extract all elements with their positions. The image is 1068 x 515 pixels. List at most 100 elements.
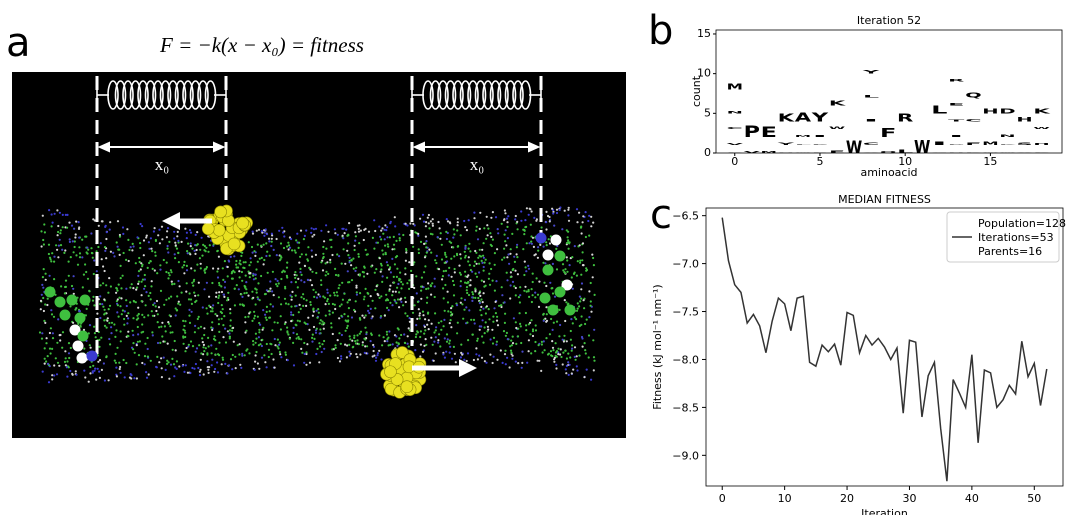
particle [244, 261, 247, 264]
particle [380, 358, 383, 361]
particle [47, 252, 51, 256]
particle [418, 312, 421, 315]
particle [543, 349, 546, 352]
particle [149, 260, 152, 263]
particle [68, 238, 71, 241]
particle [121, 309, 124, 312]
particle [519, 286, 522, 289]
particle [485, 361, 488, 364]
atom [214, 205, 227, 219]
particle [478, 325, 481, 328]
particle [203, 327, 206, 330]
particle [137, 280, 140, 283]
particle [255, 229, 258, 232]
particle [520, 210, 523, 213]
particle [56, 361, 60, 364]
particle [331, 311, 334, 314]
particle [487, 227, 490, 230]
particle [217, 296, 220, 299]
particle [48, 274, 51, 277]
logo-letter: P [744, 123, 760, 141]
logo-letter: S [1016, 141, 1032, 146]
particle [593, 359, 596, 362]
particle [474, 290, 477, 293]
particle [185, 237, 188, 240]
particle [127, 330, 130, 333]
particle [232, 269, 235, 272]
spring-coil [137, 80, 149, 110]
particle [66, 360, 69, 363]
particle [501, 361, 504, 364]
particle [214, 313, 217, 316]
particle [102, 282, 105, 285]
particle [397, 328, 400, 331]
particle [90, 247, 93, 250]
particle [588, 290, 591, 293]
particle [562, 340, 566, 343]
particle [564, 319, 567, 323]
particle [478, 254, 481, 257]
y-tick-label: −7.0 [672, 258, 699, 271]
particle [97, 245, 100, 249]
particle [494, 300, 497, 303]
particle [47, 243, 51, 246]
particle [279, 242, 283, 245]
particle [583, 342, 586, 345]
particle [585, 269, 588, 272]
particle [198, 374, 202, 377]
particle [97, 360, 100, 363]
particle [345, 356, 348, 359]
particle [94, 367, 97, 370]
particle [545, 306, 548, 309]
particle [486, 330, 489, 333]
particle [171, 283, 174, 286]
particle [379, 316, 382, 319]
particle [290, 311, 293, 314]
particle [425, 221, 428, 224]
particle [445, 230, 448, 233]
particle [453, 233, 456, 236]
particle [348, 354, 351, 357]
spring-coil [144, 80, 157, 110]
particle [119, 305, 122, 308]
particle [495, 280, 498, 283]
particle [251, 290, 254, 293]
particle [220, 317, 223, 320]
particle [335, 291, 338, 294]
particle [544, 262, 547, 265]
particle [141, 323, 144, 326]
particle [476, 358, 479, 361]
particle [378, 225, 381, 228]
particle [352, 257, 355, 260]
particle [50, 225, 53, 228]
particle [174, 257, 177, 260]
particle [417, 308, 420, 311]
distance-label: x₀ [155, 155, 170, 174]
particle [379, 262, 383, 265]
particle [57, 244, 61, 247]
particle [398, 277, 401, 280]
particle [348, 281, 351, 284]
particle [321, 323, 324, 326]
particle [228, 329, 231, 332]
particle [480, 356, 484, 359]
particle [497, 232, 500, 235]
particle [203, 288, 206, 291]
particle [371, 299, 374, 302]
particle [143, 363, 146, 366]
particle [226, 372, 229, 375]
particle [146, 266, 149, 269]
particle [369, 340, 372, 343]
particle [478, 328, 481, 331]
particle [580, 297, 583, 300]
particle [442, 325, 445, 328]
particle [561, 228, 564, 231]
particle [51, 252, 54, 255]
particle [364, 287, 367, 290]
particle [166, 244, 169, 248]
particle [514, 321, 517, 324]
particle [107, 379, 110, 382]
particle [452, 283, 456, 287]
particle [340, 262, 343, 265]
particle [310, 227, 313, 230]
